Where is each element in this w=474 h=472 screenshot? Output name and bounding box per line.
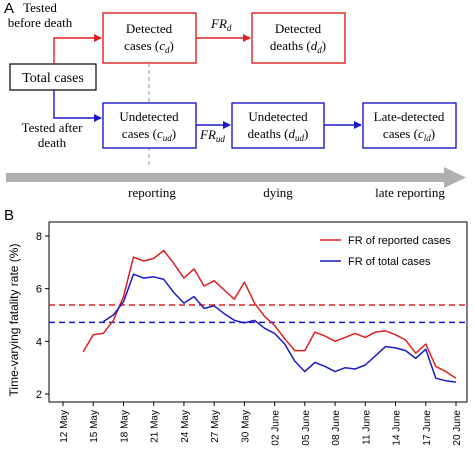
y-tick-label: 6 xyxy=(36,284,42,296)
x-tick-label: 08 June xyxy=(331,410,342,446)
detected-deaths-line2: deaths (dd) xyxy=(270,38,326,55)
undetected-deaths-box xyxy=(231,102,325,149)
total-cases-label: Total cases xyxy=(22,71,84,86)
x-tick-label: 02 June xyxy=(271,410,282,446)
timeline-arrow-body xyxy=(6,173,446,182)
detected-cases-line1: Detected xyxy=(126,21,173,36)
tested-after-death-line2: death xyxy=(38,135,67,150)
panel-b-label: B xyxy=(4,207,14,224)
series-line-total xyxy=(102,273,457,383)
y-axis: 2 4 6 8 xyxy=(36,231,49,401)
plot-frame xyxy=(48,221,468,403)
x-tick-label: 05 June xyxy=(301,410,312,446)
timeline-reporting: reporting xyxy=(128,185,176,200)
x-tick-label: 12 May xyxy=(59,410,70,443)
arrow-to-undetected-cases xyxy=(53,90,102,122)
timeline-dying: dying xyxy=(263,185,293,200)
panel-a: A Tested before death Total cases Tested… xyxy=(4,0,466,200)
detected-deaths-line1: Detected xyxy=(275,21,322,36)
timeline-arrow-head xyxy=(444,167,466,188)
y-tick-label: 4 xyxy=(36,336,42,348)
panel-a-label: A xyxy=(4,0,14,17)
panel-b: B Time-varying fatality rate (%) 2 4 6 8 12… xyxy=(4,207,468,446)
legend-label-total: FR of total cases xyxy=(348,256,431,268)
undetected-deaths-line1: Undetected xyxy=(248,109,308,124)
detected-deaths-box xyxy=(251,12,346,64)
undetected-cases-line2: cases (cud) xyxy=(122,126,176,143)
tested-before-death-line1: Tested xyxy=(23,0,57,15)
x-tick-label: 27 May xyxy=(210,410,221,443)
detected-cases-line2: cases (cd) xyxy=(124,38,174,55)
tested-after-death-line1-visible: Tested after xyxy=(22,120,83,135)
late-detected-line2: cases (cld) xyxy=(383,126,435,143)
y-tick-label: 8 xyxy=(36,231,42,243)
undetected-cases-line1: Undetected xyxy=(119,109,179,124)
frd-label: FRd xyxy=(210,16,232,33)
undetected-cases-box xyxy=(102,102,197,149)
series-line-reported xyxy=(82,249,457,379)
late-detected-box xyxy=(362,102,457,149)
series-lines xyxy=(82,249,457,383)
late-detected-line1: Late-detected xyxy=(374,109,445,124)
frud-label: FRud xyxy=(199,127,225,144)
arrow-to-detected-cases xyxy=(53,34,102,64)
x-tick-label: 30 May xyxy=(240,410,251,443)
y-tick-label: 2 xyxy=(36,389,42,401)
tested-before-death-line2: before death xyxy=(8,15,73,30)
x-tick-label: 21 May xyxy=(150,410,161,443)
y-axis-label: Time-varying fatality rate (%) xyxy=(7,244,21,397)
x-tick-label: 14 June xyxy=(392,410,403,446)
legend-label-reported: FR of reported cases xyxy=(348,235,451,247)
undetected-deaths-line2: deaths (dud) xyxy=(248,126,309,143)
x-tick-label: 11 June xyxy=(361,410,372,445)
timeline-late-reporting: late reporting xyxy=(375,185,445,200)
x-tick-label: 17 June xyxy=(422,410,433,446)
detected-cases-box xyxy=(102,12,197,64)
x-tick-label: 15 May xyxy=(89,410,100,443)
legend: FR of reported cases FR of total cases xyxy=(320,235,451,268)
x-tick-label: 24 May xyxy=(180,410,191,443)
total-cases-box xyxy=(9,63,97,91)
x-axis: 12 May 15 May 18 May 21 May 24 May 27 May 30 M… xyxy=(59,402,463,446)
x-tick-label: 20 June xyxy=(452,410,463,446)
x-tick-label: 18 May xyxy=(119,410,130,443)
